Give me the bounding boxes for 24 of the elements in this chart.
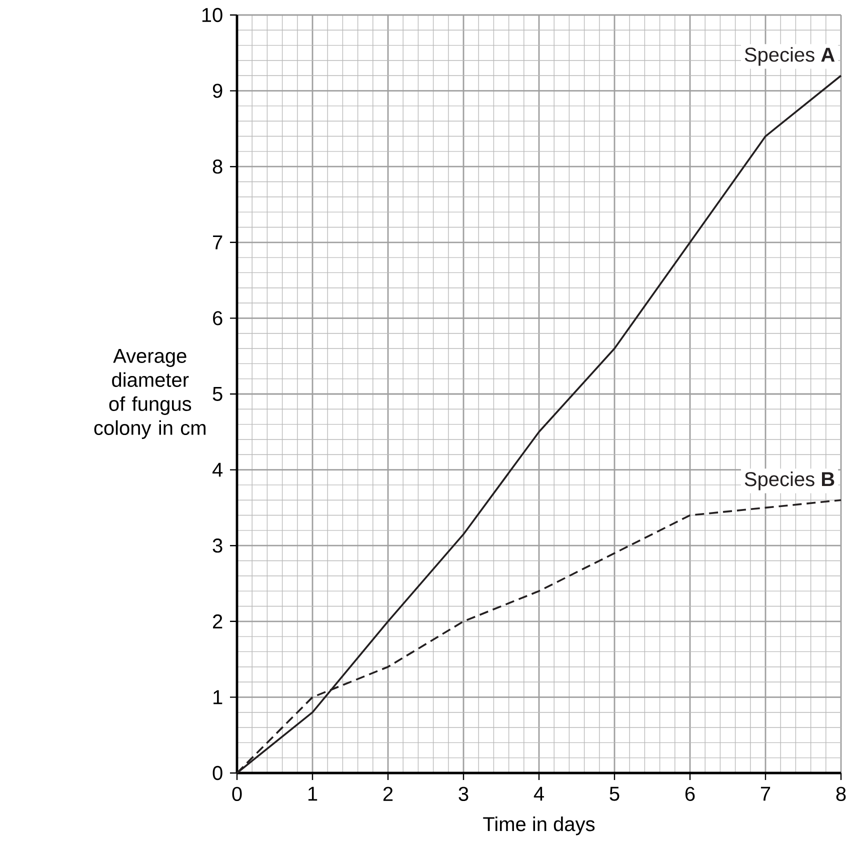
x-tick-label: 1 xyxy=(308,786,318,801)
series-label: Species A xyxy=(744,47,835,66)
y-tick-label: 1 xyxy=(214,690,222,704)
x-tick-label: 8 xyxy=(836,786,846,802)
x-tick-label: 6 xyxy=(685,786,695,802)
x-axis-title: Time in days xyxy=(483,816,595,836)
y-tick-label: 8 xyxy=(212,160,222,174)
x-tick-label: 7 xyxy=(760,786,770,801)
y-tick-label: 2 xyxy=(213,614,222,628)
y-tick-label: 0 xyxy=(212,766,222,780)
y-tick-label: 10 xyxy=(202,8,222,22)
x-tick-label: 4 xyxy=(534,786,544,801)
y-tick-label: 4 xyxy=(212,462,223,477)
x-tick-label: 3 xyxy=(458,786,468,802)
y-tick-label: 7 xyxy=(213,236,222,250)
y-tick-label: 6 xyxy=(213,311,222,326)
y-axis-title: Average diameter of fungus colony in cm xyxy=(94,349,206,439)
x-tick-label: 5 xyxy=(610,786,620,801)
x-tick-label: 2 xyxy=(383,786,393,801)
y-tick-label: 9 xyxy=(212,84,222,98)
y-tick-label: 5 xyxy=(212,387,222,401)
y-tick-label: 3 xyxy=(212,538,222,553)
series-label: Species B xyxy=(744,472,834,490)
x-tick-label: 0 xyxy=(232,786,242,802)
